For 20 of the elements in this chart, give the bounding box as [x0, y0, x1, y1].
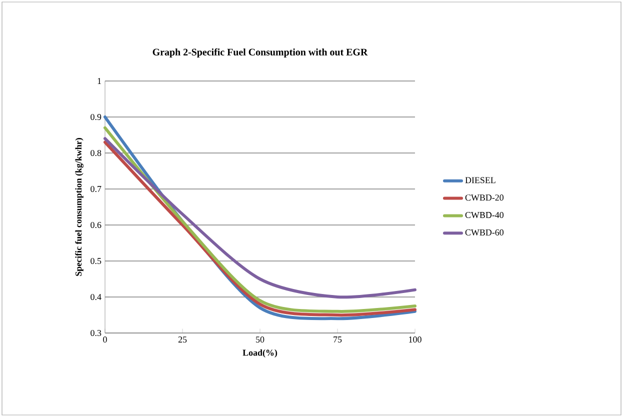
- x-tick-label: 25: [178, 336, 187, 343]
- legend-label: CWBD-60: [465, 229, 504, 236]
- chart-title: Graph 2-Specific Fuel Consumption with out EGR: [152, 48, 368, 58]
- legend-label: CWBD-20: [465, 194, 504, 201]
- x-tick-label: 0: [103, 336, 107, 343]
- y-tick-label: 0.7: [90, 186, 102, 192]
- y-tick-label: 1: [98, 78, 101, 84]
- legend-label: DIESEL: [465, 177, 496, 184]
- y-tick-label: 0.3: [90, 330, 102, 336]
- x-axis-title: Load(%): [242, 349, 278, 358]
- y-tick-label: 0.5: [90, 258, 102, 264]
- y-tick-label: 0.6: [90, 222, 102, 228]
- x-tick-label: 100: [409, 336, 422, 343]
- y-axis-title: Specific fuel consumption (kg/kwhr): [75, 138, 84, 276]
- y-tick-label: 0.8: [90, 150, 102, 156]
- y-tick-label: 0.4: [90, 294, 102, 300]
- y-tick-label: 0.9: [90, 114, 102, 120]
- legend-label: CWBD-40: [465, 212, 504, 218]
- x-tick-label: 50: [256, 336, 264, 343]
- x-tick-label: 75: [334, 336, 342, 342]
